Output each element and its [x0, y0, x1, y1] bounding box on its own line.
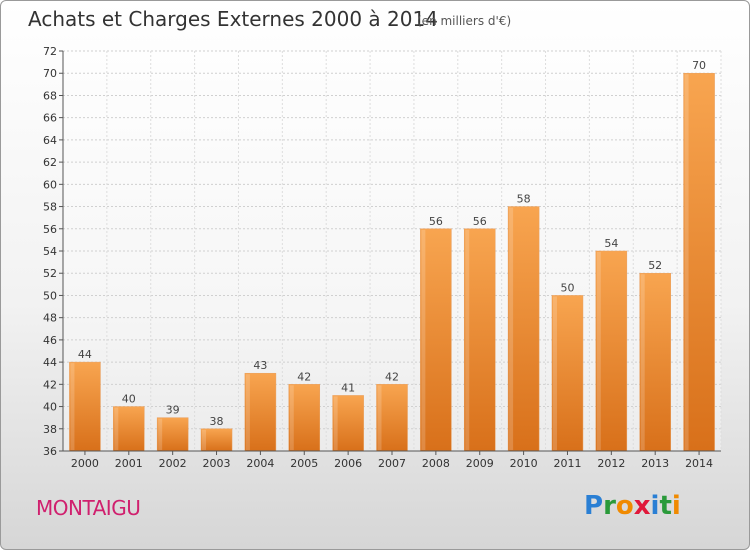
- bar-value-label: 56: [473, 215, 487, 228]
- y-tick-label: 54: [43, 245, 57, 258]
- x-tick-label: 2000: [71, 457, 99, 470]
- bar: [113, 406, 145, 452]
- bar-highlight: [377, 385, 382, 450]
- y-tick-label: 48: [43, 312, 57, 325]
- y-tick-label: 40: [43, 401, 57, 414]
- y-tick-label: 60: [43, 178, 57, 191]
- bar: [507, 206, 540, 452]
- bar-value-label: 52: [648, 259, 662, 272]
- chart-title: Achats et Charges Externes 2000 à 2014: [28, 7, 438, 31]
- y-tick-label: 50: [43, 289, 57, 302]
- bar: [551, 295, 584, 452]
- logo-letter: o: [615, 491, 634, 521]
- y-tick-label: 58: [43, 201, 57, 214]
- bar: [332, 395, 364, 452]
- bar: [683, 72, 715, 452]
- chart-subtitle: (en milliers d'€): [417, 14, 512, 28]
- bars-layer: 44 40 39 38 43 42 41 42 56 56 58 50 54 52 70: [69, 59, 715, 452]
- x-tick-label: 2012: [597, 457, 625, 470]
- bar-highlight: [202, 429, 207, 450]
- bar-highlight: [552, 296, 557, 450]
- x-tick-label: 2008: [422, 457, 450, 470]
- bar-highlight: [245, 374, 250, 450]
- bar-highlight: [289, 385, 294, 450]
- logo-letter: i: [650, 491, 660, 521]
- y-tick-label: 56: [43, 223, 57, 236]
- bar-value-label: 43: [253, 359, 267, 372]
- logo-letter: t: [659, 491, 672, 521]
- y-tick-label: 44: [43, 356, 57, 369]
- bar-highlight: [684, 74, 689, 450]
- logo-letter: x: [633, 491, 651, 521]
- bar-highlight: [509, 207, 514, 450]
- bar: [244, 372, 277, 452]
- bar-value-label: 70: [692, 59, 706, 72]
- bar-highlight: [465, 229, 470, 450]
- proxiti-logo[interactable]: Proxiti: [584, 491, 681, 521]
- bar: [420, 228, 452, 452]
- bar-value-label: 56: [429, 215, 443, 228]
- bar-highlight: [158, 418, 163, 450]
- bar-value-label: 44: [78, 348, 92, 361]
- bar: [156, 417, 189, 452]
- bar-value-label: 54: [604, 237, 618, 250]
- bar-highlight: [421, 229, 426, 450]
- bar: [376, 384, 408, 452]
- y-tick-label: 46: [43, 334, 57, 347]
- x-tick-label: 2002: [159, 457, 187, 470]
- logo-letter: P: [584, 491, 604, 521]
- y-tick-label: 62: [43, 156, 57, 169]
- bar: [288, 384, 321, 452]
- bar: [69, 361, 101, 452]
- y-tick-label: 68: [43, 89, 57, 102]
- commune-name: MONTAIGU: [36, 496, 141, 520]
- x-tick-label: 2006: [334, 457, 362, 470]
- bar-value-label: 58: [517, 193, 531, 206]
- bar-value-label: 38: [210, 415, 224, 428]
- x-tick-label: 2010: [510, 457, 538, 470]
- y-tick-label: 64: [43, 134, 57, 147]
- bar-highlight: [596, 252, 601, 450]
- x-tick-label: 2004: [246, 457, 274, 470]
- x-tick-label: 2009: [466, 457, 494, 470]
- bar: [639, 272, 671, 452]
- bar: [595, 250, 628, 452]
- bar-highlight: [114, 407, 119, 450]
- x-tick-label: 2003: [203, 457, 231, 470]
- bar-value-label: 42: [385, 370, 399, 383]
- bar-value-label: 50: [560, 281, 574, 294]
- bar-highlight: [70, 363, 75, 450]
- bar-highlight: [333, 396, 338, 450]
- axis-layer: 36 38 40 42 44 46 48 50 52 54 56 58 60 62 64 66 68 70 72 20…: [43, 45, 721, 470]
- y-tick-label: 72: [43, 45, 57, 58]
- x-tick-label: 2014: [685, 457, 713, 470]
- y-tick-label: 52: [43, 267, 57, 280]
- bar: [463, 228, 496, 452]
- bar-value-label: 39: [166, 404, 180, 417]
- x-tick-label: 2005: [290, 457, 318, 470]
- bar-value-label: 41: [341, 381, 355, 394]
- y-tick-label: 38: [43, 423, 57, 436]
- y-tick-label: 42: [43, 378, 57, 391]
- x-tick-label: 2007: [378, 457, 406, 470]
- y-tick-label: 66: [43, 112, 57, 125]
- x-tick-label: 2011: [553, 457, 581, 470]
- x-tick-label: 2001: [115, 457, 143, 470]
- y-tick-label: 70: [43, 67, 57, 80]
- bar-value-label: 42: [297, 370, 311, 383]
- logo-letter: i: [671, 491, 681, 521]
- logo-letter: r: [603, 491, 616, 521]
- y-tick-label: 36: [43, 445, 57, 458]
- bar-value-label: 40: [122, 393, 136, 406]
- bar-highlight: [640, 274, 645, 450]
- x-tick-label: 2013: [641, 457, 669, 470]
